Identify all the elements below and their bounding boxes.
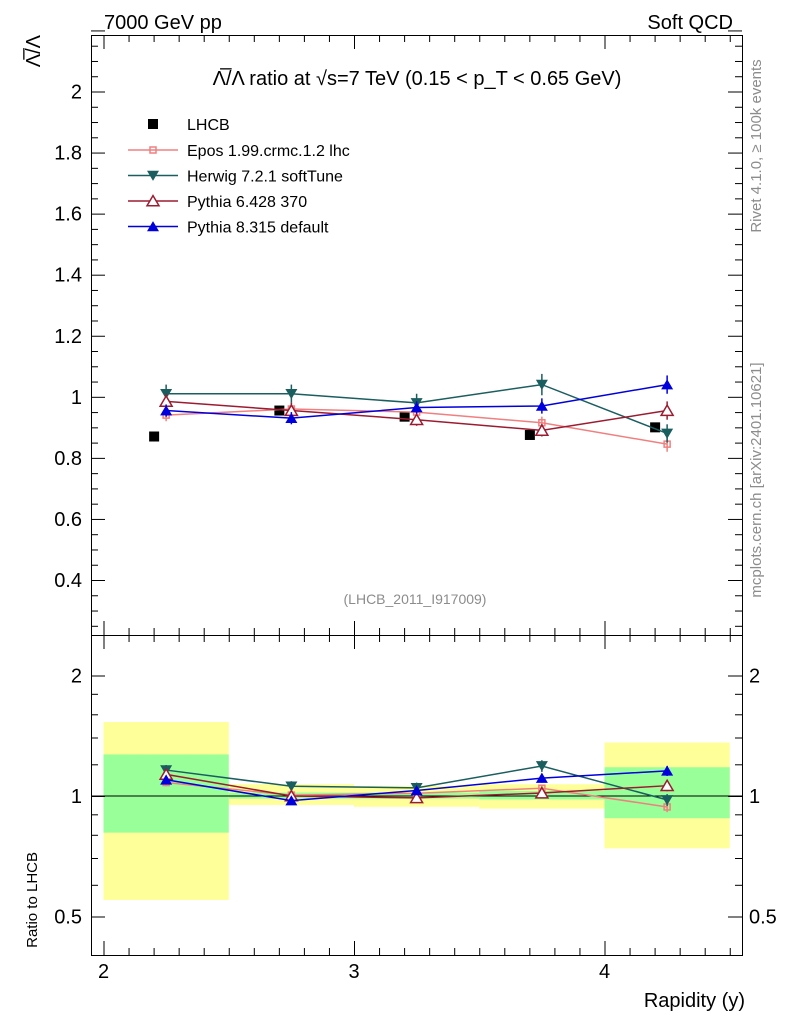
series-1-ratio-point <box>285 781 298 792</box>
axis-ticks: 2 3 4 0.4 0.6 0.8 1 1.2 1.4 1.6 1.8 2 0.5 0.5 1 1 2 2 <box>54 30 777 983</box>
analysis-id: (LHCB_2011_I917009) <box>344 591 487 607</box>
plot-frames <box>91 35 743 956</box>
x-axis-label: Rapidity (y) <box>644 990 745 1012</box>
series-3-ratio-point <box>535 772 548 783</box>
y-tick-label: 0.8 <box>54 448 82 470</box>
series-3-ratio-point <box>410 785 423 796</box>
legend-label-1: Herwig 7.2.1 softTune <box>187 169 343 186</box>
rivet-note: Rivet 4.1.0, ≥ 100k events <box>748 59 765 232</box>
legend-label-2: Pythia 6.428 370 <box>187 194 307 211</box>
y-tick-label: 1.4 <box>54 265 82 287</box>
ratio-tick-label-right: 0.5 <box>749 907 777 929</box>
y-tick-label: 1.6 <box>54 204 82 226</box>
y-tick-label: 2 <box>71 82 82 104</box>
legend-marker-1 <box>147 170 159 181</box>
category-label: Soft QCD <box>647 12 733 34</box>
ratio-tick-label-right: 1 <box>749 786 760 808</box>
y-axis-label: Λ̅/Λ <box>22 34 45 67</box>
data-point-lhcb <box>650 422 661 433</box>
legend-marker-0 <box>149 146 157 154</box>
series-1-ratio-point <box>535 761 548 772</box>
ratio-uncertainty-bands <box>91 722 742 900</box>
series-1-ratio-point <box>661 795 674 806</box>
series-3-ratio-point <box>661 765 674 776</box>
series-layer <box>149 373 675 813</box>
series-2-point <box>409 412 424 426</box>
series-2-ratio-point <box>409 790 424 804</box>
series-3-ratio-point <box>160 774 173 785</box>
series-3-point <box>160 405 173 416</box>
y-tick-label: 1.8 <box>54 143 82 165</box>
ratio-tick-label-left: 2 <box>71 666 82 688</box>
y-tick-label: 1 <box>71 387 82 409</box>
x-tick-label: 4 <box>599 961 610 983</box>
legend-marker-3 <box>147 221 159 232</box>
series-3-point <box>410 402 423 413</box>
series-2-ratio-point <box>659 778 675 792</box>
legend-label-data: LHCB <box>187 117 230 134</box>
ratio-axis-label: Ratio to LHCB <box>24 852 41 948</box>
legend-marker-2 <box>145 194 161 207</box>
y-tick-label: 0.6 <box>54 509 82 531</box>
y-tick-label: 0.4 <box>54 570 82 592</box>
energy-label: 7000 GeV pp <box>104 12 222 34</box>
legend-label-3: Pythia 8.315 default <box>187 220 329 237</box>
series-3-point <box>535 400 548 411</box>
x-tick-label: 3 <box>348 961 359 983</box>
ratio-tick-label-left: 0.5 <box>54 907 82 929</box>
data-point-lhcb <box>524 429 535 440</box>
series-3-point <box>661 379 674 390</box>
data-point-lhcb <box>149 431 160 442</box>
series-2-point <box>659 403 675 417</box>
series-3-ratio-point <box>285 795 298 806</box>
series-3-point <box>285 412 298 423</box>
ratio-tick-label-right: 2 <box>749 666 760 688</box>
legend-label-0: Epos 1.99.crmc.1.2 lhc <box>187 143 350 160</box>
x-tick-label: 2 <box>98 961 109 983</box>
series-1-point <box>285 388 298 400</box>
series-2-ratio-point <box>534 786 550 799</box>
legend-marker-data <box>148 119 158 129</box>
ratio-frame <box>91 635 743 956</box>
y-tick-label: 1.2 <box>54 326 82 348</box>
ratio-tick-label-left: 1 <box>71 786 82 808</box>
plot-title: Λ̅/Λ ratio at √s=7 TeV (0.15 < p_T < 0.6… <box>213 67 622 90</box>
series-1-point <box>661 428 674 439</box>
site-note: mcplots.cern.ch [arXiv:2401.10621] <box>748 362 765 597</box>
data-point-lhcb <box>399 411 410 422</box>
series-2-point <box>534 423 550 436</box>
data-point-lhcb <box>274 405 285 416</box>
series-1-point <box>535 379 548 390</box>
legend: LHCB Epos 1.99.crmc.1.2 lhc Herwig 7.2.1 … <box>128 117 350 237</box>
